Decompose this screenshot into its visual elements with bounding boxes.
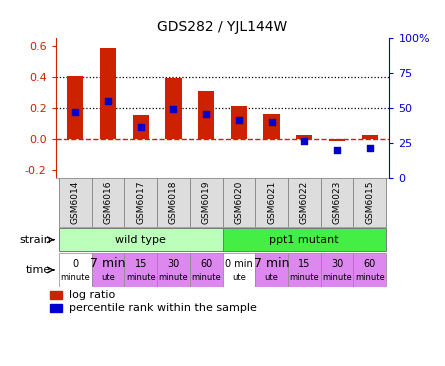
Bar [353,253,386,287]
Text: GSM6017: GSM6017 [136,180,145,224]
Text: 15: 15 [134,259,147,269]
Text: ute: ute [232,273,246,282]
Bar [67,75,84,139]
Point [301,138,308,144]
Bar [222,178,255,227]
Point [235,117,243,123]
Bar [353,178,386,227]
Text: strain: strain [19,235,51,245]
Bar [59,253,92,287]
Point [72,109,79,115]
Text: minute: minute [289,273,319,282]
Bar [288,253,321,287]
Bar [329,139,345,141]
Bar [321,178,353,227]
Text: 0: 0 [72,259,78,269]
Bar [321,253,353,287]
Text: 60: 60 [364,259,376,269]
Bar [50,305,62,312]
Bar [124,178,157,227]
Bar [190,178,222,227]
Text: ute: ute [101,273,115,282]
Bar [255,253,288,287]
Bar [59,228,222,251]
Bar [59,178,92,227]
Text: GSM6016: GSM6016 [104,180,113,224]
Bar [222,253,255,287]
Bar [263,114,280,139]
Text: GSM6018: GSM6018 [169,180,178,224]
Bar [92,253,124,287]
Text: minute: minute [158,273,188,282]
Text: minute: minute [61,273,90,282]
Bar [165,78,182,139]
Bar [133,115,149,139]
Bar [362,135,378,139]
Bar [100,48,116,139]
Text: ute: ute [265,273,279,282]
Text: 30: 30 [167,259,179,269]
Point [202,111,210,116]
Text: minute: minute [126,273,156,282]
Text: GSM6021: GSM6021 [267,180,276,224]
Text: ppt1 mutant: ppt1 mutant [270,235,339,245]
Text: percentile rank within the sample: percentile rank within the sample [69,303,257,313]
Bar [222,228,386,251]
Bar [231,107,247,139]
Text: minute: minute [191,273,221,282]
Text: log ratio: log ratio [69,290,115,300]
Text: 30: 30 [331,259,343,269]
Bar [296,135,312,139]
Bar [50,291,62,299]
Text: GSM6019: GSM6019 [202,180,210,224]
Text: 7 min: 7 min [90,257,126,270]
Text: 15: 15 [298,259,311,269]
Bar [255,178,288,227]
Point [333,147,340,153]
Point [366,145,373,151]
Text: minute: minute [355,273,384,282]
Title: GDS282 / YJL144W: GDS282 / YJL144W [158,20,287,34]
Text: GSM6015: GSM6015 [365,180,374,224]
Text: GSM6023: GSM6023 [332,180,341,224]
Bar [198,91,214,139]
Text: minute: minute [322,273,352,282]
Point [170,107,177,112]
Text: wild type: wild type [115,235,166,245]
Point [268,119,275,125]
Bar [124,253,157,287]
Text: 0 min: 0 min [225,259,253,269]
Text: 7 min: 7 min [254,257,289,270]
Point [105,98,112,104]
Bar [288,178,321,227]
Text: GSM6014: GSM6014 [71,180,80,224]
Text: GSM6020: GSM6020 [235,180,243,224]
Point [137,124,144,130]
Text: GSM6022: GSM6022 [300,180,309,224]
Text: 60: 60 [200,259,212,269]
Text: time: time [26,265,51,275]
Bar [92,178,124,227]
Bar [157,253,190,287]
Bar [157,178,190,227]
Bar [190,253,222,287]
